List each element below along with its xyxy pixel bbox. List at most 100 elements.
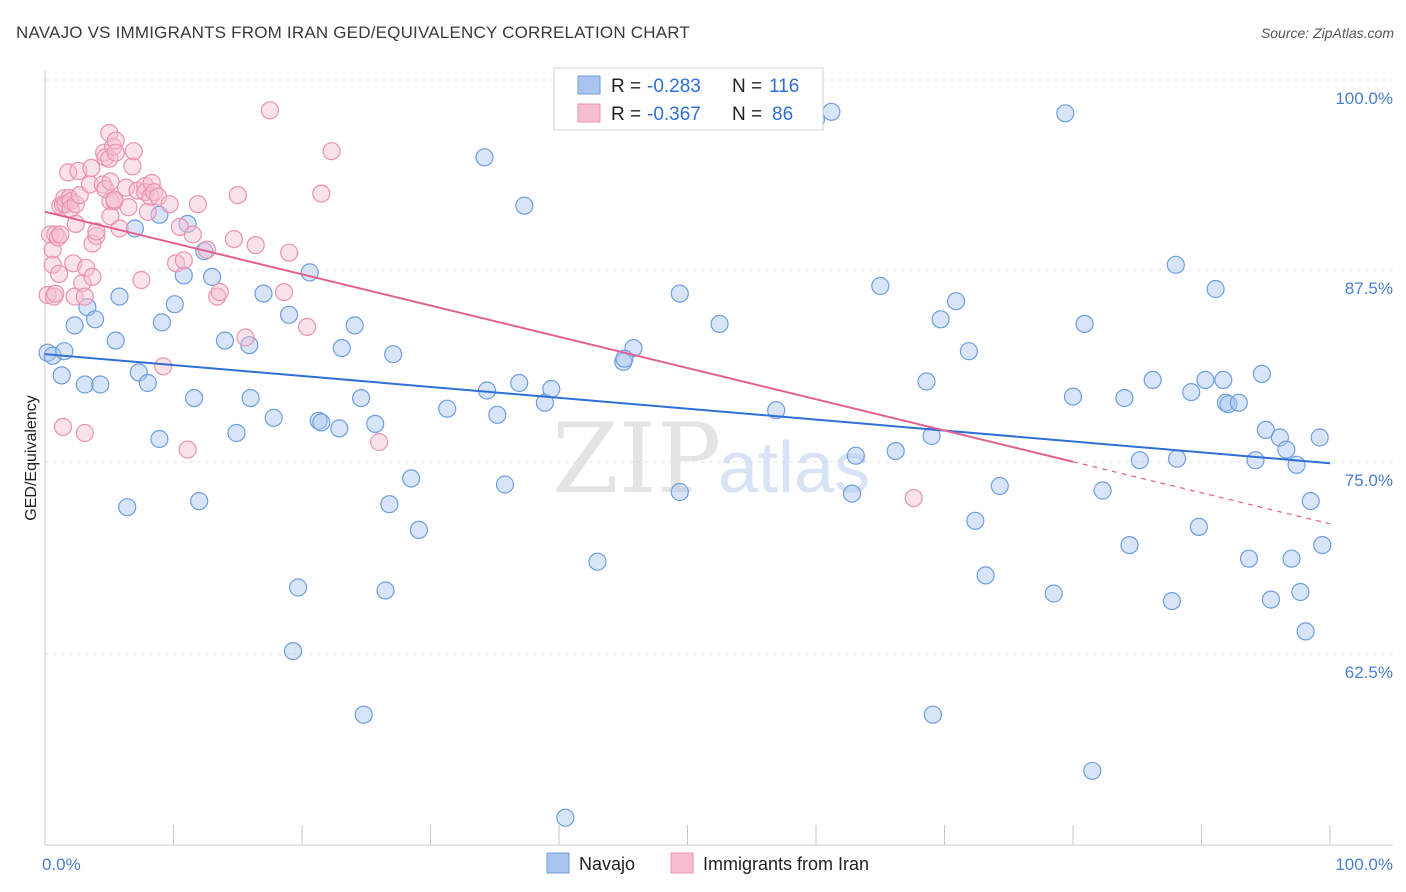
navajo-point bbox=[1075, 314, 1094, 333]
watermark: ZIP atlas bbox=[552, 403, 870, 515]
navajo-point bbox=[588, 552, 607, 571]
iran-point bbox=[75, 287, 94, 306]
navajo-point bbox=[959, 342, 979, 361]
navajo-point bbox=[990, 476, 1009, 496]
iran-point bbox=[370, 432, 389, 452]
iran-point bbox=[246, 236, 265, 255]
navajo-point bbox=[1246, 451, 1265, 470]
navajo-point bbox=[1206, 279, 1225, 299]
legend-n-value-iran: 86 bbox=[772, 104, 793, 125]
iran-points bbox=[38, 101, 923, 508]
navajo-point bbox=[871, 276, 890, 296]
navajo-point bbox=[767, 401, 786, 420]
navajo-point bbox=[822, 102, 841, 121]
iran-point bbox=[105, 190, 124, 209]
y-tick-label-87-5: 87.5% bbox=[1345, 279, 1393, 298]
navajo-point bbox=[283, 641, 303, 661]
navajo-point bbox=[966, 511, 985, 530]
navajo-point bbox=[366, 414, 385, 433]
navajo-point bbox=[254, 284, 273, 303]
navajo-point bbox=[1301, 492, 1320, 511]
legend-bottom-swatch-navajo bbox=[546, 852, 570, 874]
iran-point bbox=[61, 192, 80, 211]
navajo-point bbox=[118, 498, 137, 517]
legend-n-label-iran: N = bbox=[732, 104, 762, 125]
navajo-point bbox=[438, 399, 457, 418]
y-tick-labels: 100.0% 87.5% 75.0% 62.5% bbox=[1335, 89, 1393, 682]
navajo-point bbox=[138, 373, 157, 393]
legend-n-label-navajo: N = bbox=[732, 76, 762, 97]
iran-point bbox=[138, 202, 157, 221]
navajo-point bbox=[923, 705, 943, 724]
navajo-point bbox=[85, 310, 105, 329]
navajo-point bbox=[1056, 104, 1075, 123]
iran-point bbox=[132, 270, 151, 290]
iran-point bbox=[66, 195, 85, 214]
navajo-point bbox=[1287, 455, 1306, 474]
iran-point bbox=[178, 440, 197, 459]
navajo-point bbox=[515, 196, 534, 215]
navajo-point bbox=[976, 566, 995, 585]
navajo-point bbox=[165, 295, 184, 314]
navajo-point bbox=[1310, 428, 1329, 447]
navajo-point bbox=[946, 292, 966, 311]
navajo-point bbox=[190, 492, 209, 511]
iran-point bbox=[82, 158, 101, 177]
legend-bottom: Navajo Immigrants from Iran bbox=[546, 852, 869, 874]
navajo-point bbox=[710, 314, 729, 333]
navajo-point bbox=[289, 578, 308, 597]
iran-point bbox=[83, 267, 102, 286]
navajo-point bbox=[241, 389, 260, 408]
iran-point bbox=[75, 423, 94, 443]
iran-point bbox=[87, 226, 106, 246]
navajo-point bbox=[670, 284, 689, 303]
iran-point bbox=[322, 142, 341, 161]
navajo-point bbox=[380, 495, 399, 514]
iran-point bbox=[49, 264, 69, 283]
navajo-point bbox=[556, 808, 575, 827]
iran-point bbox=[73, 273, 92, 293]
iran-point bbox=[904, 489, 923, 508]
legend-n-value-navajo: 116 bbox=[769, 76, 799, 97]
navajo-point bbox=[227, 423, 246, 443]
navajo-point bbox=[1162, 591, 1182, 611]
navajo-point bbox=[215, 331, 234, 350]
legend-r-label-iran: R = bbox=[611, 104, 641, 125]
navajo-point bbox=[65, 316, 84, 335]
navajo-point bbox=[352, 389, 371, 408]
navajo-point bbox=[1229, 393, 1248, 412]
navajo-point bbox=[203, 267, 222, 286]
iran-point bbox=[48, 228, 68, 247]
navajo-point bbox=[1239, 549, 1259, 568]
iran-point bbox=[183, 225, 202, 244]
navajo-point bbox=[542, 379, 561, 399]
iran-point bbox=[38, 286, 57, 305]
y-tick-label-100: 100.0% bbox=[1335, 89, 1393, 108]
trend-lines bbox=[44, 210, 1331, 525]
iran-point bbox=[43, 255, 62, 274]
iran-point bbox=[123, 157, 142, 176]
y-tick-label-62-5: 62.5% bbox=[1345, 663, 1393, 682]
navajo-point bbox=[1083, 761, 1102, 780]
iran-point bbox=[101, 172, 120, 191]
navajo-point bbox=[384, 345, 403, 364]
navajo-point bbox=[75, 375, 94, 394]
navajo-point bbox=[1282, 549, 1301, 568]
legend-swatch-iran bbox=[577, 103, 601, 123]
navajo-point bbox=[495, 475, 515, 494]
axes bbox=[44, 70, 1393, 846]
navajo-point bbox=[91, 375, 110, 394]
iran-point bbox=[53, 417, 73, 436]
iran-point bbox=[76, 258, 96, 277]
navajo-point bbox=[846, 446, 865, 465]
navajo-point bbox=[1313, 535, 1332, 555]
navajo-point bbox=[1143, 370, 1162, 389]
navajo-point bbox=[475, 148, 494, 167]
iran-point bbox=[46, 225, 65, 244]
iran-point bbox=[236, 328, 255, 347]
navajo-point bbox=[1214, 370, 1233, 389]
navajo-point bbox=[1296, 622, 1315, 641]
navajo-point bbox=[842, 484, 862, 503]
navajo-point bbox=[185, 389, 204, 408]
navajo-point bbox=[1256, 420, 1275, 439]
